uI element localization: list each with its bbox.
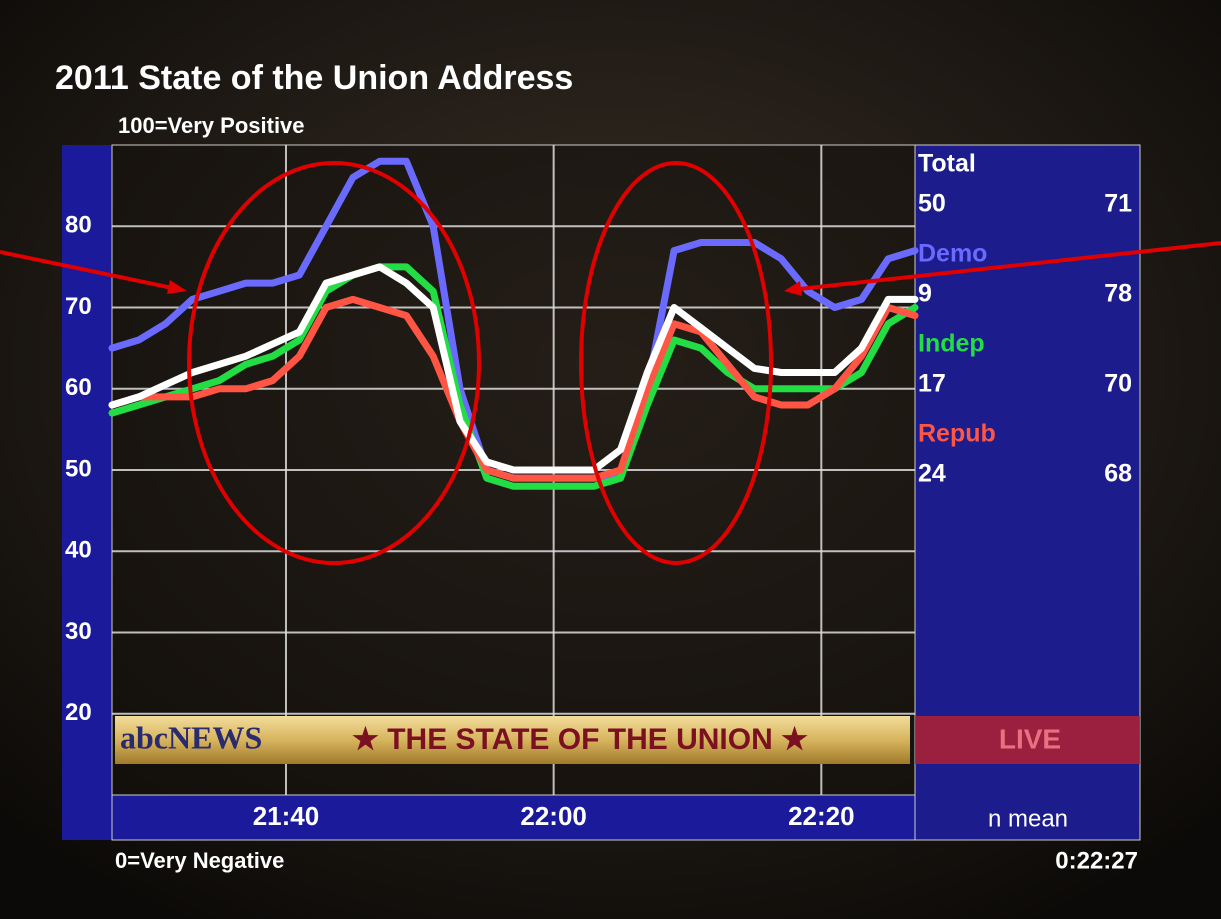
- y-tick-label: 70: [65, 293, 92, 320]
- legend-name: Demo: [918, 240, 987, 268]
- x-tick-label: 22:20: [788, 801, 855, 831]
- legend-name: Indep: [918, 330, 985, 358]
- series-line: [108, 295, 919, 482]
- x-tick-label: 22:00: [520, 801, 587, 831]
- y-axis-strip: [62, 145, 112, 840]
- live-text: LIVE: [999, 723, 1061, 754]
- subtitle: 100=Very Positive: [118, 113, 305, 138]
- bottom-label: 0=Very Negative: [115, 848, 284, 873]
- y-tick-label: 50: [65, 455, 92, 482]
- elapsed-time: 0:22:27: [1055, 847, 1138, 874]
- legend-name: Total: [918, 150, 976, 178]
- arrow-head: [784, 281, 802, 296]
- chart-title: 2011 State of the Union Address: [55, 59, 573, 97]
- stat-n: 9: [918, 280, 932, 308]
- arrow-line: [0, 250, 183, 292]
- stat-n: 17: [918, 370, 946, 398]
- legend-name: Repub: [918, 420, 996, 448]
- live-bar: [915, 716, 1140, 764]
- arrow-head: [167, 280, 187, 294]
- highlight-ellipse: [187, 161, 481, 565]
- series-line: [108, 263, 919, 490]
- y-tick-label: 20: [65, 699, 92, 726]
- series-line: [108, 263, 919, 474]
- arrow-line: [789, 241, 1221, 292]
- y-tick-label: 30: [65, 618, 92, 645]
- x-axis-strip: [111, 794, 916, 841]
- y-tick-label: 40: [65, 537, 92, 564]
- stat-mean: 70: [1104, 370, 1132, 398]
- x-tick-label: 21:40: [253, 801, 320, 831]
- stat-n: 24: [918, 460, 946, 488]
- banner-bar: [115, 716, 910, 764]
- stat-mean: 71: [1104, 190, 1132, 218]
- banner: abcNEWS ★ THE STATE OF THE UNION ★ LIVE: [115, 716, 1140, 764]
- stat-n: 50: [918, 190, 946, 218]
- highlight-ellipse: [579, 161, 773, 565]
- stats-header: n mean: [988, 805, 1068, 832]
- y-tick-label: 80: [65, 212, 92, 239]
- y-tick-label: 60: [65, 374, 92, 401]
- stat-mean: 68: [1104, 460, 1132, 488]
- logo: abcNEWS: [120, 719, 262, 755]
- stat-mean: 78: [1104, 280, 1132, 308]
- plot: [108, 145, 919, 795]
- banner-text: ★ THE STATE OF THE UNION ★: [352, 723, 808, 756]
- annotations: [0, 161, 1221, 565]
